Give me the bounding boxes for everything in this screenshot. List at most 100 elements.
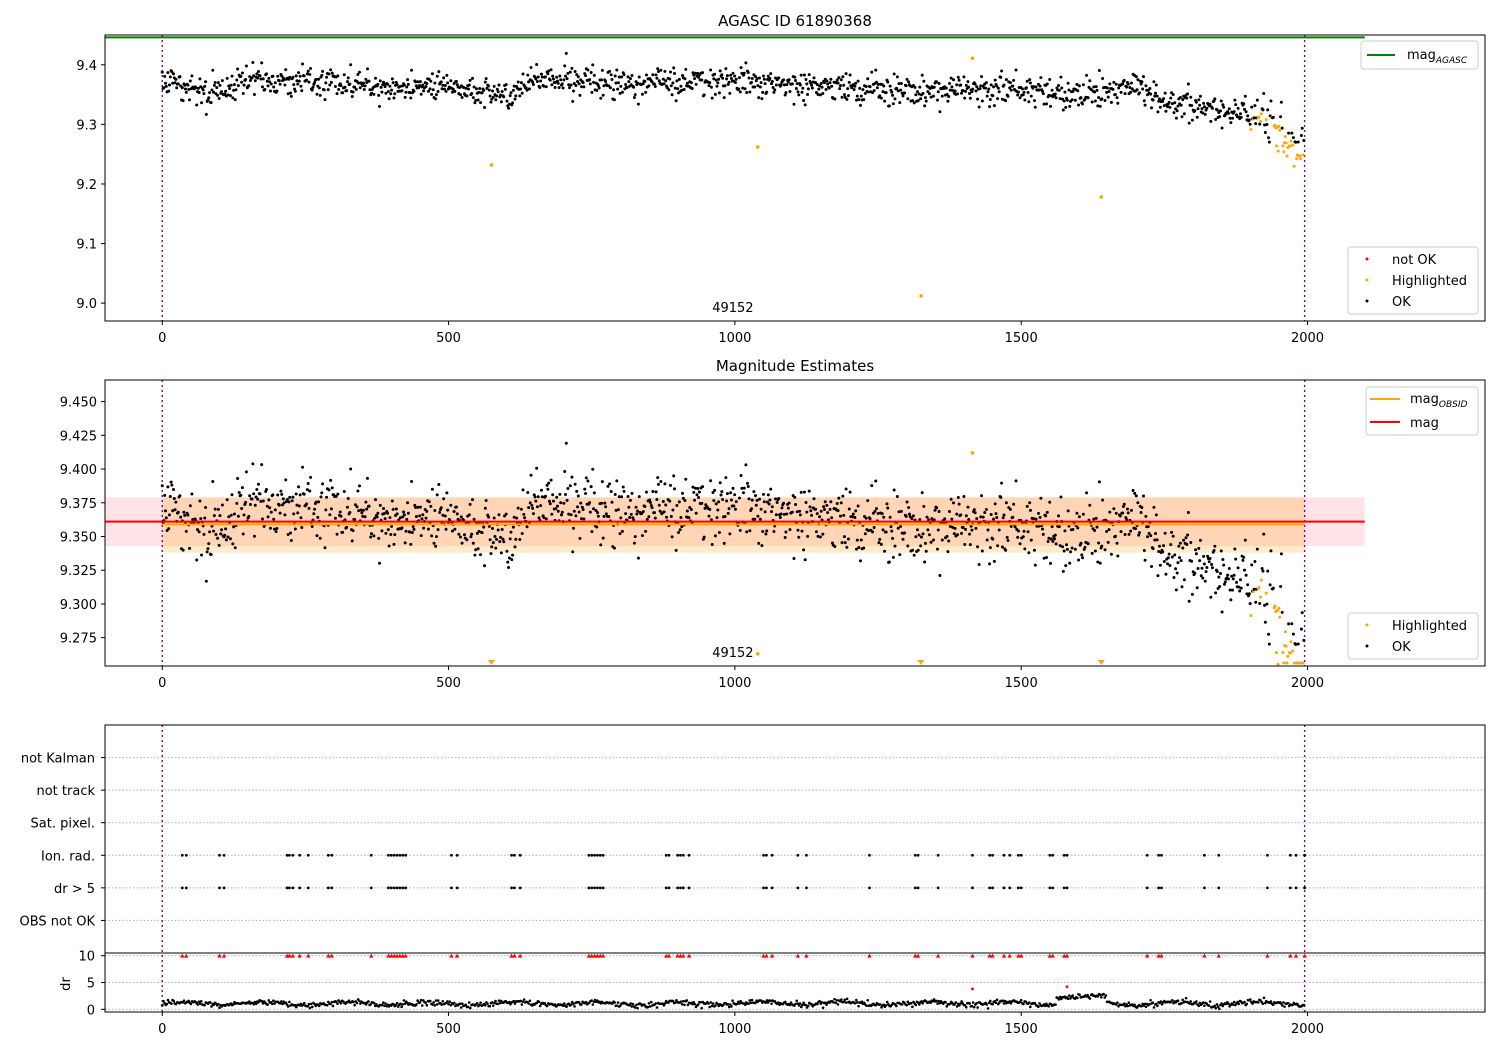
dr-point: [749, 1001, 753, 1005]
ok-point: [534, 77, 538, 81]
ok-point: [795, 510, 799, 514]
x-tick-label: 0: [158, 676, 166, 691]
dr-point: [401, 1003, 405, 1006]
dr-point: [435, 1003, 439, 1006]
ok-point: [798, 513, 802, 517]
ok-point: [628, 498, 632, 502]
dr-point: [395, 1001, 399, 1005]
dr-point: [309, 1002, 313, 1006]
ok-point: [505, 549, 509, 553]
ok-point: [882, 515, 886, 519]
ok-point: [1279, 552, 1283, 556]
ok-point: [1024, 86, 1028, 90]
ok-point: [780, 506, 784, 510]
ok-point: [613, 493, 617, 497]
dr-point: [671, 999, 675, 1003]
ok-point: [383, 517, 387, 521]
ok-point: [321, 482, 325, 486]
ok-point: [873, 509, 877, 513]
ok-point: [927, 518, 931, 522]
ok-point: [188, 504, 192, 508]
ok-point: [818, 515, 822, 519]
ok-point: [886, 80, 890, 84]
ok-point: [348, 82, 352, 86]
dr-point: [929, 1001, 933, 1005]
ok-point: [475, 87, 479, 91]
ok-point: [612, 98, 616, 102]
ok-point: [398, 516, 402, 520]
ok-point: [612, 546, 616, 550]
ok-point: [888, 84, 892, 88]
ok-point: [1066, 509, 1070, 513]
dr-point: [1043, 1004, 1047, 1008]
ok-point: [1016, 529, 1020, 533]
ok-point: [635, 512, 639, 516]
dr-offscale-marker: [913, 953, 918, 958]
dr-point: [1286, 1001, 1290, 1005]
dr-point: [686, 1003, 690, 1007]
ok-point: [1236, 566, 1240, 570]
ok-point: [216, 536, 220, 540]
ok-point: [443, 514, 447, 518]
ok-point: [1121, 505, 1125, 509]
ok-point: [1163, 91, 1167, 95]
ok-point: [336, 74, 340, 78]
ok-point: [184, 529, 188, 533]
ok-point: [1050, 525, 1054, 529]
ok-point: [1126, 82, 1130, 86]
ok-point: [707, 514, 711, 518]
dr-point: [1152, 1006, 1156, 1009]
ok-point: [547, 481, 551, 485]
ion-rad-flag-point: [395, 853, 399, 857]
ok-point: [353, 503, 357, 507]
ok-point: [1161, 99, 1165, 103]
dr-point: [806, 1004, 810, 1008]
ok-point: [995, 84, 999, 88]
ok-point: [218, 514, 222, 518]
dr-point: [709, 1001, 713, 1004]
ok-point: [805, 82, 809, 86]
ok-point: [876, 82, 880, 86]
dr-point: [963, 1003, 967, 1007]
ok-point: [377, 536, 381, 540]
dr-flag-point: [796, 886, 800, 890]
dr-point: [836, 1003, 840, 1006]
ok-point: [923, 541, 927, 545]
ok-point: [164, 84, 168, 88]
ok-point: [728, 532, 732, 536]
ok-point: [470, 92, 474, 96]
ok-point: [403, 541, 407, 545]
dr-point: [441, 999, 445, 1003]
ok-point: [1032, 548, 1036, 552]
ok-point: [572, 81, 576, 85]
ok-point: [602, 84, 606, 88]
ok-point: [1093, 99, 1097, 103]
highlighted-point: [1249, 127, 1253, 131]
dr-point: [633, 1006, 637, 1009]
dr-flag-point: [1303, 886, 1307, 890]
ok-point: [252, 92, 256, 96]
ok-point: [468, 502, 472, 506]
ok-point: [260, 85, 264, 89]
ok-point: [409, 542, 413, 546]
ok-point: [1023, 98, 1027, 102]
ok-point: [920, 491, 924, 495]
ok-point: [797, 535, 801, 539]
ok-point: [641, 82, 645, 86]
ok-point: [677, 531, 681, 535]
ok-point: [1279, 100, 1283, 104]
dr-point: [777, 1001, 780, 1004]
ok-point: [368, 88, 372, 92]
ok-point: [330, 486, 334, 490]
ok-point: [709, 68, 713, 72]
ok-point: [1228, 116, 1232, 120]
ok-point: [305, 502, 309, 506]
dr-point: [446, 1000, 449, 1003]
ok-point: [479, 553, 483, 557]
dr-point: [1231, 1003, 1235, 1006]
ok-point: [1025, 504, 1029, 508]
ok-point: [329, 507, 333, 511]
ok-point: [1158, 563, 1162, 567]
ok-point: [808, 505, 812, 509]
ok-point: [345, 525, 349, 529]
